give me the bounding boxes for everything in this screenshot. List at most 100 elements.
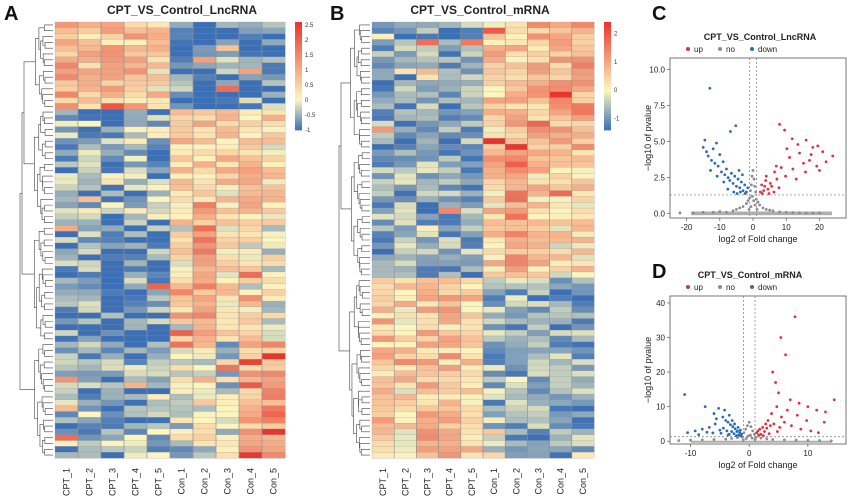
heatmap-cell [123, 97, 148, 104]
heatmap-cell [416, 393, 440, 401]
heatmap-cell [77, 318, 102, 325]
dendrogram-branch [361, 204, 370, 212]
heatmap-cell [54, 202, 79, 209]
point-down [733, 174, 737, 178]
point-up [809, 429, 813, 433]
heatmap-cell [54, 50, 79, 58]
heatmap-cell [54, 196, 79, 203]
point-down [731, 425, 735, 429]
heatmap-cell [416, 178, 440, 186]
heatmap-cell [394, 45, 417, 52]
colorbar-segment [295, 38, 302, 42]
heatmap-cell [505, 190, 528, 197]
heatmap-cell [438, 45, 462, 52]
heatmap-cell [77, 370, 102, 378]
heatmap-cell [527, 364, 551, 372]
heatmap-cell [482, 312, 506, 319]
point-no [753, 438, 757, 441]
heatmap-cell [394, 33, 417, 40]
heatmap-cell [100, 50, 125, 58]
heatmap-cell [215, 27, 240, 35]
heatmap-cell [527, 231, 551, 238]
heatmap-cell [571, 359, 595, 366]
heatmap-cell [192, 45, 217, 52]
heatmap-cell [505, 260, 528, 267]
heatmap-cell [438, 143, 462, 151]
heatmap-cell [100, 80, 125, 87]
heatmap-cell [146, 347, 171, 354]
dendrogram-branch [361, 355, 370, 363]
heatmap-cell [371, 236, 395, 244]
heatmap-cell [549, 213, 573, 221]
heatmap-cell [394, 283, 417, 290]
x-tick-label: 10 [803, 449, 812, 458]
colorbar-tick-label: 1 [614, 60, 618, 66]
heatmap-cell [505, 103, 528, 110]
heatmap-cell [438, 242, 462, 250]
point-no [748, 189, 752, 193]
heatmap-cell [482, 236, 506, 244]
point-no [753, 203, 757, 207]
panel-c-letter: C [652, 3, 666, 25]
panel-b-letter: B [330, 3, 344, 25]
heatmap-cell [371, 85, 395, 93]
heatmap-cell [371, 452, 395, 459]
point-no [829, 439, 833, 443]
point-up [772, 422, 776, 426]
colorbar-segment [604, 97, 611, 101]
heatmap-cell [261, 341, 286, 348]
heatmap-cell [215, 289, 240, 296]
point-down [739, 180, 743, 184]
heatmap-cell [527, 277, 551, 285]
heatmap-cell [261, 91, 286, 98]
heatmap-cell [416, 370, 440, 378]
heatmap-cell [527, 370, 551, 378]
heatmap-cell [146, 143, 171, 151]
heatmap-cell [238, 289, 263, 296]
heatmap-cell [527, 329, 551, 337]
dendrogram-branch [358, 321, 370, 333]
point-down [738, 186, 742, 190]
y-tick-label: 0.0 [654, 210, 666, 219]
heatmap-cell [261, 376, 286, 383]
heatmap-cell [215, 155, 240, 162]
legend-dot-no [718, 285, 722, 289]
heatmap-cell [238, 103, 263, 110]
heatmap-cell [146, 50, 171, 58]
heatmap-cell [371, 370, 395, 378]
dendrogram-branch [44, 448, 53, 456]
heatmap-cell [146, 213, 171, 221]
colorbar-segment [295, 67, 302, 71]
heatmap-cell [169, 318, 194, 325]
heatmap-cell [527, 126, 551, 133]
heatmap-cell [416, 103, 440, 110]
heatmap-cell [146, 33, 171, 40]
y-tick-label: 10.0 [649, 66, 665, 75]
dendrogram-branch [361, 245, 370, 252]
dendrogram-branch [44, 129, 53, 136]
heatmap-cell [438, 341, 462, 348]
heatmap-cell [77, 33, 102, 40]
heatmap-cell [416, 202, 440, 209]
heatmap-cell [123, 289, 148, 296]
heatmap-cell [169, 68, 194, 75]
heatmap-cell [215, 347, 240, 354]
point-down [718, 153, 722, 156]
heatmap-cell [261, 202, 286, 209]
heatmap-cell [169, 85, 194, 93]
heatmap-cell [54, 231, 79, 238]
heatmap-cell [77, 45, 102, 52]
heatmap-cell [460, 324, 484, 331]
heatmap-cell [146, 300, 171, 308]
heatmap-cell [482, 120, 506, 128]
heatmap-cell [238, 33, 263, 40]
colorbar-segment [295, 103, 302, 107]
x-axis-label: log2 of Fold change [718, 460, 797, 470]
heatmap-cell [192, 300, 217, 308]
heatmap-cell [169, 120, 194, 128]
heatmap-cell [549, 452, 573, 459]
heatmap-cell [571, 190, 595, 197]
heatmap-cell [460, 173, 484, 180]
heatmap-cell [482, 370, 506, 378]
x-axis-label: log2 of Fold change [718, 234, 797, 244]
